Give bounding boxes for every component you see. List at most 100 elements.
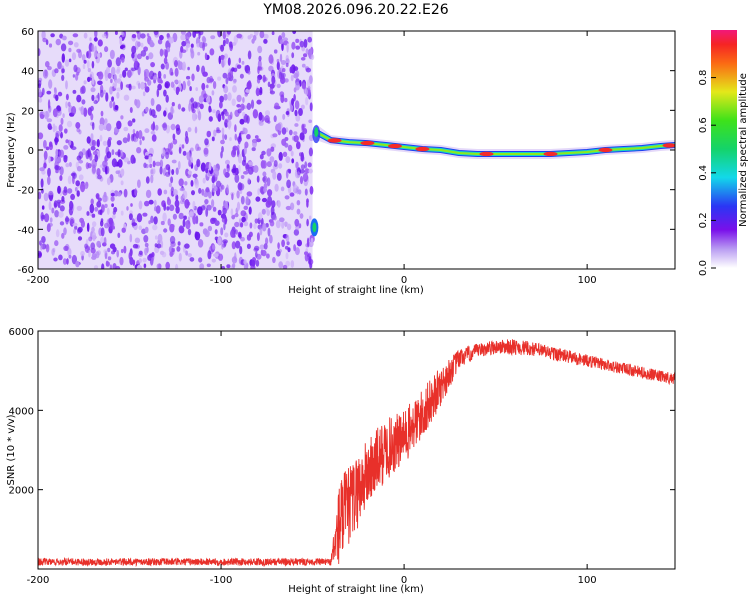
noise-speckle <box>182 150 187 156</box>
noise-speckle <box>159 250 165 255</box>
noise-speckle <box>294 218 300 227</box>
snr-frame <box>37 330 676 570</box>
noise-speckle <box>206 130 212 138</box>
noise-speckle <box>102 140 108 146</box>
noise-speckle <box>109 264 113 269</box>
noise-speckle <box>236 201 241 211</box>
noise-speckle <box>149 108 153 116</box>
noise-speckle <box>106 66 110 74</box>
noise-speckle <box>132 259 136 266</box>
noise-speckle <box>235 240 241 249</box>
noise-speckle <box>191 73 195 82</box>
noise-speckle <box>165 94 169 103</box>
noise-speckle <box>78 50 82 59</box>
spectrogram-ytick-label: 0 <box>28 146 34 157</box>
noise-speckle <box>252 139 257 148</box>
noise-speckle <box>57 61 62 70</box>
noise-speckle <box>254 251 258 258</box>
noise-speckle <box>241 216 246 223</box>
noise-speckle <box>178 212 184 220</box>
noise-speckle <box>162 122 168 131</box>
noise-speckle <box>137 179 141 188</box>
noise-speckle <box>55 157 59 164</box>
colorbar-gradient <box>711 30 737 268</box>
noise-speckle <box>246 102 252 110</box>
noise-speckle <box>245 162 250 172</box>
noise-speckle <box>142 91 146 97</box>
noise-speckle <box>63 155 68 163</box>
noise-speckle <box>99 117 105 127</box>
noise-speckle <box>96 240 101 248</box>
noise-speckle <box>263 38 268 44</box>
noise-speckle <box>215 109 221 119</box>
noise-speckle <box>279 53 283 63</box>
spectrogram-ytick-label: 40 <box>21 67 34 78</box>
noise-speckle <box>120 81 123 90</box>
noise-speckle <box>226 184 229 194</box>
noise-speckle <box>140 33 146 39</box>
noise-speckle <box>217 237 222 245</box>
noise-speckle <box>246 134 251 140</box>
noise-speckle <box>224 111 229 117</box>
noise-speckle <box>48 191 54 196</box>
noise-speckle <box>172 189 179 196</box>
noise-speckle <box>175 206 180 214</box>
noise-speckle <box>288 169 291 174</box>
noise-speckle <box>122 137 128 144</box>
noise-speckle <box>62 113 65 118</box>
noise-speckle <box>238 132 242 140</box>
noise-speckle <box>212 81 217 89</box>
noise-speckle <box>72 74 76 78</box>
noise-speckle <box>100 227 105 237</box>
noise-speckle <box>114 84 117 89</box>
noise-speckle <box>286 223 292 231</box>
noise-speckle <box>43 150 48 160</box>
colorbar-ticks: 0.0 0.2 0.4 0.6 0.8 <box>698 70 716 276</box>
noise-speckle <box>97 174 102 180</box>
noise-speckle <box>98 123 105 131</box>
noise-speckle <box>294 100 300 110</box>
noise-speckle <box>163 189 168 195</box>
noise-speckle <box>145 189 152 199</box>
spectrogram-xtick-label: -200 <box>27 275 50 286</box>
noise-speckle <box>236 33 242 39</box>
noise-speckle <box>86 211 90 216</box>
noise-speckle <box>150 123 155 131</box>
noise-speckle <box>206 204 212 211</box>
noise-speckle <box>76 190 80 197</box>
noise-speckle <box>256 175 260 183</box>
noise-speckle <box>67 247 72 257</box>
noise-speckle <box>276 83 281 89</box>
noise-speckle <box>223 168 227 176</box>
noise-speckle <box>122 70 127 78</box>
noise-speckle <box>236 64 242 69</box>
noise-speckle <box>295 38 300 44</box>
noise-speckle <box>244 65 248 72</box>
noise-speckle <box>254 245 260 251</box>
noise-speckle <box>239 118 245 125</box>
noise-speckle <box>227 121 231 130</box>
noise-speckle <box>109 243 116 249</box>
noise-speckle <box>249 222 253 229</box>
noise-speckle <box>87 76 91 82</box>
noise-speckle <box>309 215 312 220</box>
noise-speckle <box>71 106 77 115</box>
noise-speckle <box>192 173 198 178</box>
noise-speckle <box>120 168 125 177</box>
noise-speckle <box>114 104 119 111</box>
noise-speckle <box>51 207 55 214</box>
noise-speckle <box>111 96 115 102</box>
noise-speckle <box>294 109 298 117</box>
noise-speckle <box>135 40 139 50</box>
noise-speckle <box>306 218 309 227</box>
noise-speckle <box>222 31 227 40</box>
noise-speckle <box>127 133 131 142</box>
noise-speckle <box>132 129 136 134</box>
noise-speckle <box>47 123 52 130</box>
noise-speckle <box>127 120 133 127</box>
noise-speckle <box>285 205 292 211</box>
noise-speckle <box>123 188 128 198</box>
noise-speckle <box>156 88 160 98</box>
noise-speckle <box>306 237 310 248</box>
noise-speckle <box>58 149 65 158</box>
